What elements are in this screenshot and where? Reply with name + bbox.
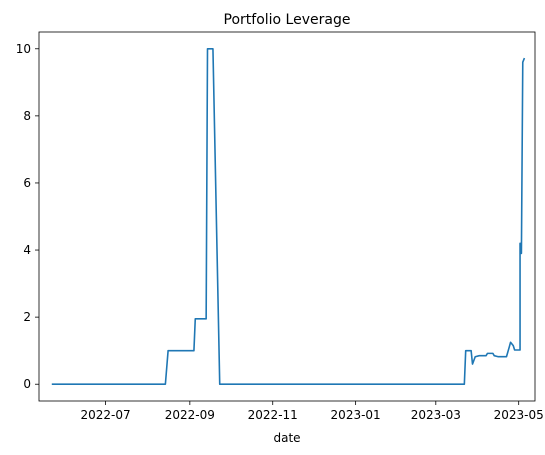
x-tick-label-4: 2023-03 <box>411 408 461 422</box>
x-tick-label-0: 2022-07 <box>81 408 131 422</box>
y-tick-label-3: 6 <box>23 176 31 190</box>
y-tick-label-2: 4 <box>23 243 31 257</box>
x-tick-label-3: 2023-01 <box>331 408 381 422</box>
y-tick-label-0: 0 <box>23 377 31 391</box>
y-tick-label-5: 10 <box>16 42 31 56</box>
plot-area <box>38 31 536 402</box>
series-line-0 <box>51 47 526 386</box>
y-tick-label-1: 2 <box>23 310 31 324</box>
x-tick-label-2: 2022-11 <box>248 408 298 422</box>
y-axis: 0 2 4 6 8 10 <box>16 42 39 391</box>
x-tick-label-1: 2022-09 <box>165 408 215 422</box>
x-axis-label: date <box>273 431 300 445</box>
x-axis: 2022-07 2022-09 2022-11 2023-01 2023-03 2023-… <box>81 401 544 422</box>
y-tick-label-4: 8 <box>23 109 31 123</box>
chart-title: Portfolio Leverage <box>224 12 351 28</box>
series-layer <box>51 47 526 386</box>
x-tick-label-5: 2023-05 <box>494 408 544 422</box>
axes-frame <box>38 31 536 402</box>
